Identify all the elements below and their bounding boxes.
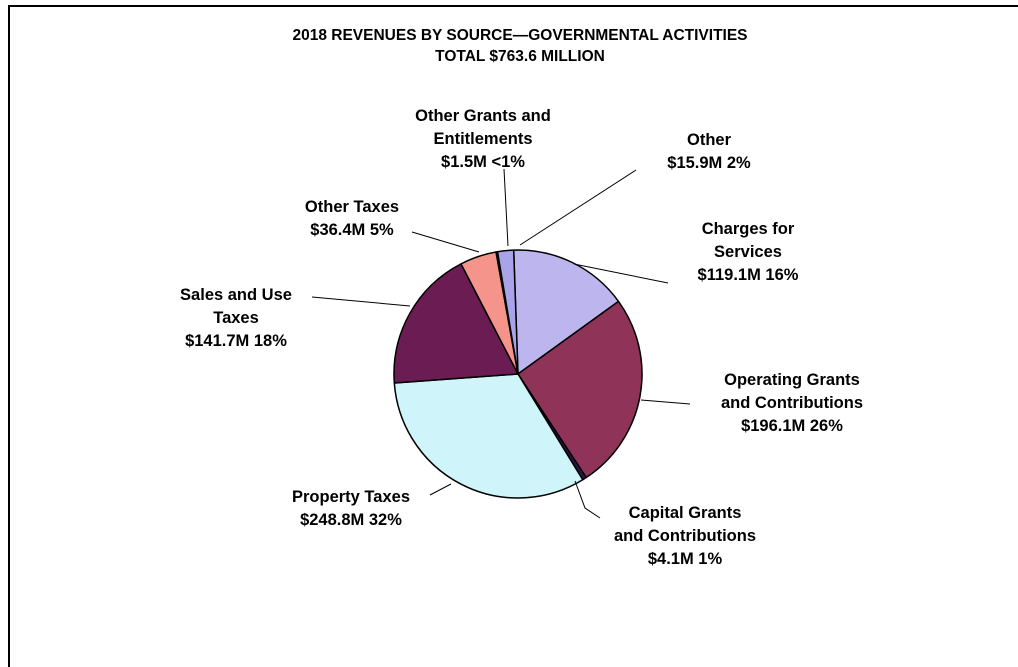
pie-slice-sales-and-use-taxes [393, 263, 519, 384]
slice-label: Other Taxes $36.4M 5% [305, 198, 399, 239]
slice-label-line: Taxes [213, 309, 259, 327]
pie-slice-operating-grants-and-contributions [517, 300, 643, 479]
slice-label-line: Entitlements [433, 130, 532, 148]
slice-label-line: Capital Grants [629, 504, 742, 522]
slice-label-line: Services [714, 243, 782, 261]
leader-lines [311, 168, 691, 519]
slice-label-line: Sales and Use [180, 286, 292, 304]
leader-line [574, 480, 601, 519]
slice-label-line: Other Taxes [305, 198, 399, 216]
pie-slice-property-taxes [393, 373, 584, 499]
slice-label-line: Operating Grants [724, 371, 860, 389]
leader-line [311, 296, 411, 307]
leader-line [411, 231, 480, 253]
slice-label-line: Property Taxes [292, 488, 410, 506]
leader-line [519, 169, 637, 246]
slice-label-line: $36.4M 5% [310, 221, 394, 239]
slice-label-line: $15.9M 2% [667, 154, 751, 172]
slice-labels: Charges for Services $119.1M 16% Operating … [180, 107, 863, 568]
pie-slice-charges-for-services [512, 249, 620, 375]
slice-label-line: Other Grants and [415, 107, 551, 125]
chart-subtitle: TOTAL $763.6 MILLION [435, 48, 605, 65]
slice-label: Charges for Services $119.1M 16% [698, 220, 799, 284]
pie-slices [393, 249, 643, 499]
slice-label: Capital Grants and Contributions $4.1M 1% [614, 504, 756, 568]
slice-label-line: $119.1M 16% [698, 266, 799, 284]
slice-label: Other Grants and Entitlements $1.5M <1% [415, 107, 551, 171]
slice-label-line: $248.8M 32% [300, 511, 402, 529]
slice-label: Sales and Use Taxes $141.7M 18% [180, 286, 292, 350]
slice-label-line: and Contributions [721, 394, 863, 412]
slice-label: Other $15.9M 2% [667, 131, 751, 172]
chart-frame [8, 5, 1018, 667]
slice-label-line: $4.1M 1% [648, 550, 723, 568]
slice-label: Operating Grants and Contributions $196.1M… [721, 371, 863, 435]
slice-label-line: Other [687, 131, 732, 149]
slice-label-line: $141.7M 18% [185, 332, 287, 350]
slice-label-line: $196.1M 26% [741, 417, 843, 435]
slice-label-line: Charges for [702, 220, 795, 238]
pie-slice-other [496, 249, 519, 375]
leader-line [429, 483, 452, 496]
slice-label: Property Taxes $248.8M 32% [292, 488, 410, 529]
leader-line [503, 168, 509, 247]
slice-label-line: $1.5M <1% [441, 153, 525, 171]
leader-line [573, 263, 669, 284]
slice-label-line: and Contributions [614, 527, 756, 545]
leader-line [640, 399, 691, 405]
chart-title: 2018 REVENUES BY SOURCE—GOVERNMENTAL ACT… [292, 27, 747, 44]
